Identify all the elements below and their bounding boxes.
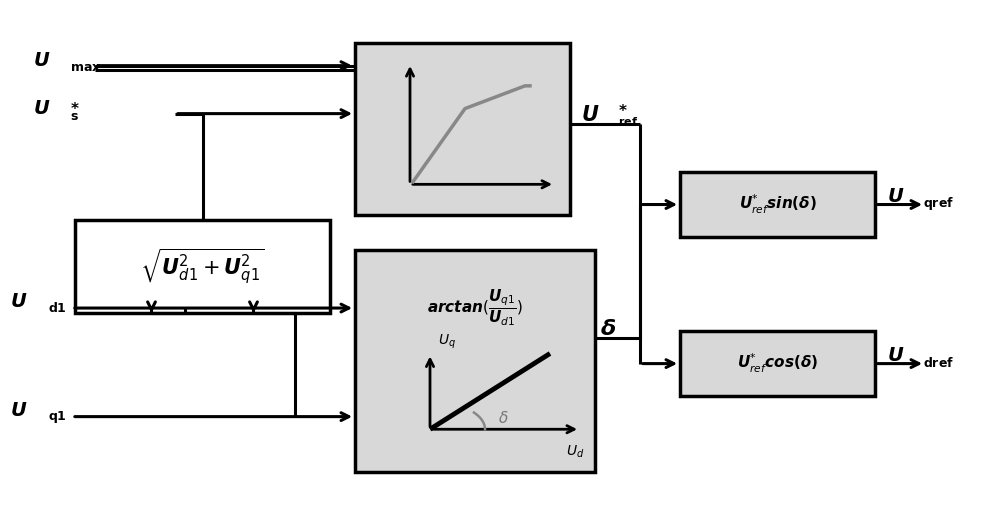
Text: $\boldsymbol{U}$: $\boldsymbol{U}$ [10,401,27,420]
Text: $\boldsymbol{U}_{ref}^{*}\boldsymbol{cos(\delta)}$: $\boldsymbol{U}_{ref}^{*}\boldsymbol{cos… [737,352,818,375]
Text: $\boldsymbol{\delta}$: $\boldsymbol{\delta}$ [600,319,616,339]
Text: $\mathbf{ref}$: $\mathbf{ref}$ [618,115,638,127]
Bar [355,250,595,472]
Bar [680,331,875,396]
Text: $\mathbf{d1}$: $\mathbf{d1}$ [48,301,67,315]
Text: $\boldsymbol{U_q}$: $\boldsymbol{U_q}$ [438,333,456,351]
Text: $\delta$: $\delta$ [498,410,509,426]
Text: $\boldsymbol{*}$: $\boldsymbol{*}$ [618,102,628,117]
Text: $\mathbf{dref}$: $\mathbf{dref}$ [923,356,954,370]
Text: $\boldsymbol{U}$: $\boldsymbol{U}$ [33,51,50,70]
Text: $\boldsymbol{U}$: $\boldsymbol{U}$ [581,105,600,125]
Text: $\mathbf{max}$: $\mathbf{max}$ [70,61,101,74]
Text: $\boldsymbol{U}$: $\boldsymbol{U}$ [887,346,904,365]
Text: $\boldsymbol{*}$: $\boldsymbol{*}$ [70,100,80,115]
Bar [75,220,330,313]
Text: $\boldsymbol{U}$: $\boldsymbol{U}$ [887,187,904,206]
Text: $\boldsymbol{arctan}(\dfrac{\boldsymbol{U}_{q1}}{\boldsymbol{U}_{d1}})$: $\boldsymbol{arctan}(\dfrac{\boldsymbol{… [427,288,523,328]
Bar [680,172,875,237]
Bar [355,43,570,215]
Text: $\sqrt{\boldsymbol{U}_{d1}^{2}+\boldsymbol{U}_{q1}^{2}}$: $\sqrt{\boldsymbol{U}_{d1}^{2}+\boldsymb… [140,246,265,287]
Text: $\mathbf{s}$: $\mathbf{s}$ [70,110,79,123]
Text: $\mathbf{q1}$: $\mathbf{q1}$ [48,409,67,425]
Text: $\boldsymbol{U}_{ref}^{*}\boldsymbol{sin(\delta)}$: $\boldsymbol{U}_{ref}^{*}\boldsymbol{sin… [739,193,816,216]
Text: $\boldsymbol{U_d}$: $\boldsymbol{U_d}$ [566,443,584,460]
Text: $\boldsymbol{U}$: $\boldsymbol{U}$ [10,292,27,312]
Text: $\boldsymbol{U}$: $\boldsymbol{U}$ [33,99,50,118]
Text: $\mathbf{qref}$: $\mathbf{qref}$ [923,195,954,212]
